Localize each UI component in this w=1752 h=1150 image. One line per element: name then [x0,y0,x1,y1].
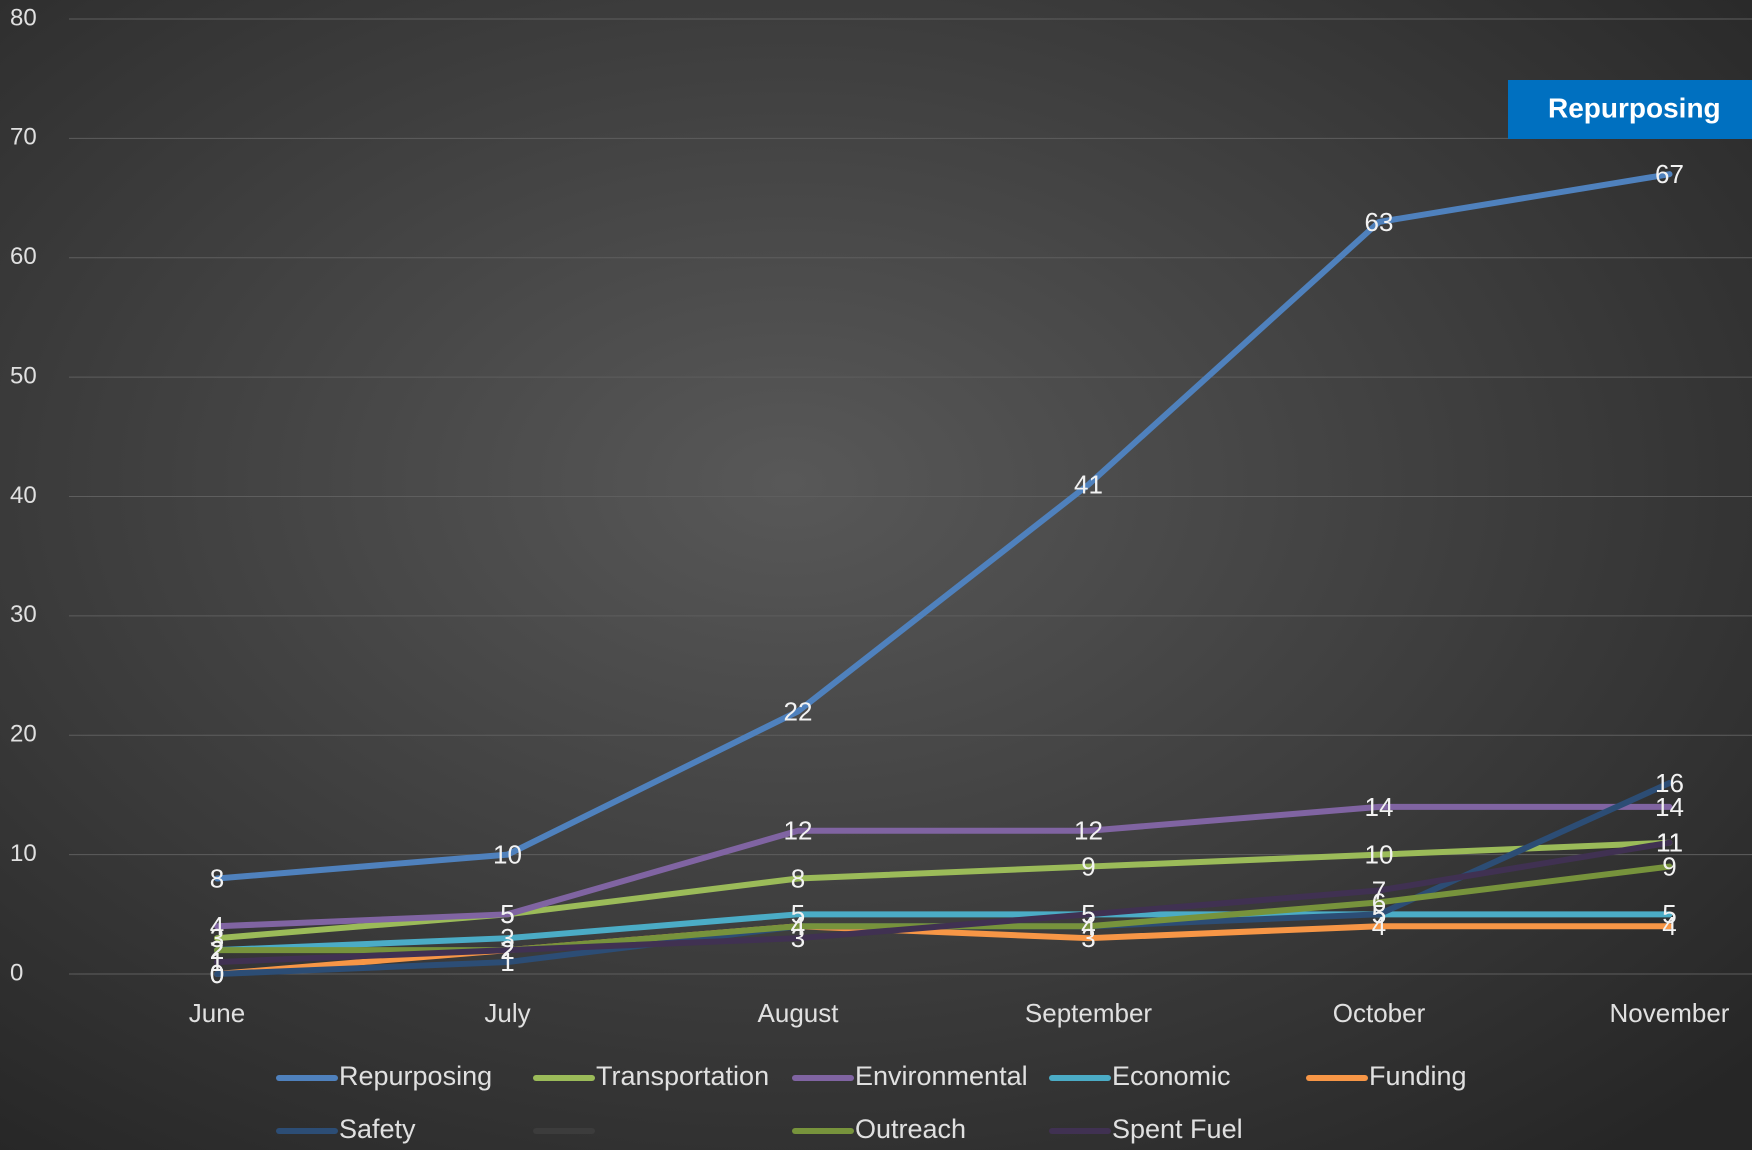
data-label: 16 [1655,768,1684,798]
y-tick-label: 70 [10,124,37,151]
data-label: 4 [1372,911,1386,941]
legend-label: Economic [1112,1061,1231,1091]
data-label: 5 [1372,899,1386,929]
data-label: 11 [1656,828,1683,858]
y-tick-label: 10 [10,840,37,867]
data-label: 8 [791,863,805,893]
series-line [214,803,1673,930]
data-label: 4 [791,911,805,941]
data-label: 9 [1081,851,1095,881]
data-label: 5 [1372,899,1386,929]
series-line [214,171,1673,882]
data-label: 63 [1365,207,1394,237]
data-label: 2 [210,935,224,965]
x-tick-label: June [189,998,245,1028]
data-label: 4 [791,911,805,941]
data-label: 5 [1081,899,1095,929]
data-label: 6 [1372,887,1386,917]
legend-label: Environmental [855,1061,1028,1091]
x-tick-label: November [1610,998,1730,1028]
data-label: 5 [500,899,514,929]
legend-label: Repurposing [339,1061,492,1091]
data-label: 2 [500,935,514,965]
y-tick-label: 40 [10,482,37,509]
tooltip-box [1508,80,1752,139]
lines [214,171,1673,977]
data-label: 2 [210,935,224,965]
data-label: 3 [210,923,224,953]
y-tick-label: 20 [10,721,37,748]
data-label: 9 [1662,851,1676,881]
legend-label: Transportation [596,1061,769,1091]
data-label: 1 [500,947,514,977]
data-label: 10 [493,840,522,870]
y-tick-label: 50 [10,362,37,389]
data-label: 4 [210,911,224,941]
data-label: 41 [1074,469,1103,499]
y-tick-label: 60 [10,243,37,270]
x-tick-label: July [484,998,530,1028]
data-label: 1 [210,947,224,977]
y-tick-label: 0 [10,959,23,986]
data-label: 8 [210,863,224,893]
data-label: 5 [1662,899,1676,929]
data-label: 3 [500,923,514,953]
data-label: 12 [1074,816,1103,846]
data-label: 14 [1655,792,1684,822]
data-label: 11 [1656,828,1683,858]
data-label: 4 [1081,911,1095,941]
data-label: 67 [1655,159,1684,189]
series-line [214,911,1673,954]
data-label: 0 [210,959,224,989]
series-line [214,839,1673,966]
data-label: 5 [500,899,514,929]
data-label: 22 [784,696,813,726]
y-tick-label: 80 [10,4,37,31]
data-label: 5 [1081,899,1095,929]
data-label: 3 [791,923,805,953]
data-label: 5 [791,899,805,929]
tooltip[interactable]: Repurposing [1508,80,1752,139]
data-label: 14 [1365,792,1394,822]
tooltip-text: Repurposing [1548,92,1721,123]
data-label: 2 [500,935,514,965]
x-tick-label: August [758,998,840,1028]
data-label: 0 [210,959,224,989]
data-label: 10 [1365,840,1394,870]
x-tick-label: September [1025,998,1153,1028]
data-label: 4 [791,911,805,941]
data-label: 2 [500,935,514,965]
data-label: 12 [784,816,813,846]
data-label: 4 [1662,911,1676,941]
legend-label: Funding [1369,1061,1467,1091]
y-tick-label: 30 [10,601,37,628]
legend-label: Spent Fuel [1112,1114,1243,1144]
data-label: 7 [1372,875,1386,905]
legend-label: Outreach [855,1114,966,1144]
data-label: 3 [1081,923,1095,953]
data-label: 4 [1081,911,1095,941]
x-tick-label: October [1333,998,1426,1028]
legend-label: Safety [339,1114,416,1144]
legend: Repurposing Transportation Environmental Ec… [276,1061,1467,1144]
